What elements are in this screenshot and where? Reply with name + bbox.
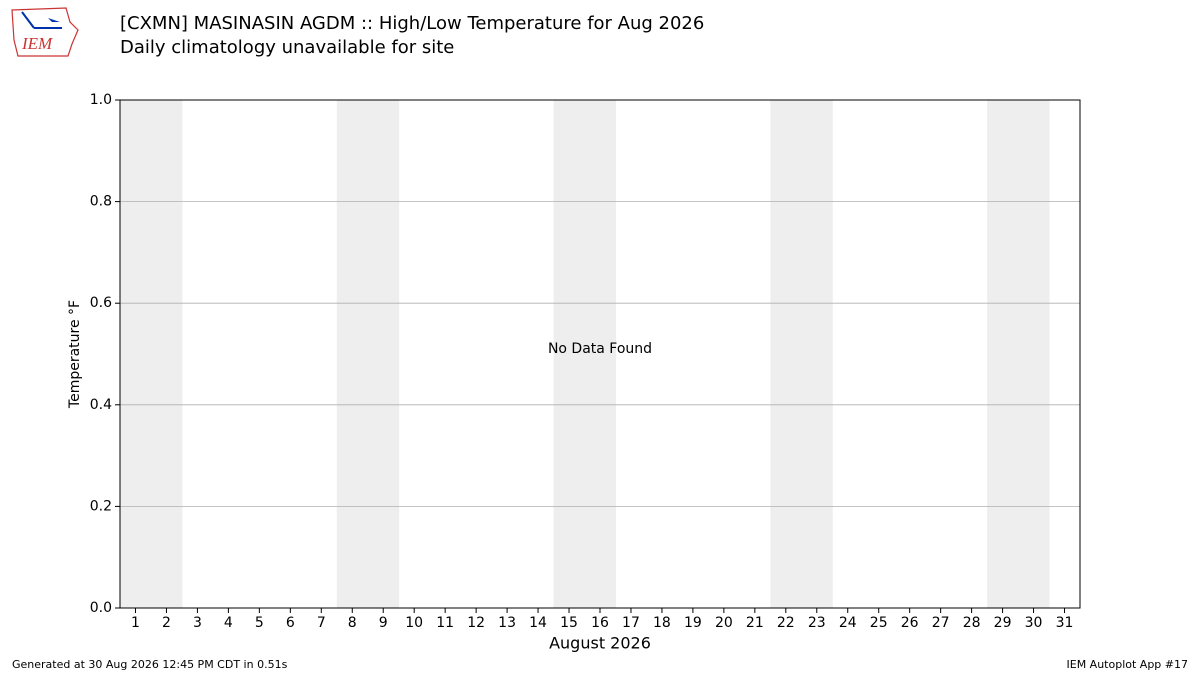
y-tick-label: 0.4 xyxy=(90,397,112,413)
y-tick-label: 0.0 xyxy=(90,600,112,616)
x-tick-label: 16 xyxy=(591,615,609,631)
x-tick-label: 21 xyxy=(746,615,764,631)
x-tick-label: 29 xyxy=(994,615,1012,631)
footer-left: Generated at 30 Aug 2026 12:45 PM CDT in… xyxy=(12,658,288,671)
x-tick-label: 25 xyxy=(870,615,888,631)
x-tick-label: 30 xyxy=(1025,615,1043,631)
x-tick-label: 12 xyxy=(467,615,485,631)
y-tick-label: 0.2 xyxy=(90,498,112,514)
logo-icon xyxy=(48,18,60,22)
weekend-band xyxy=(584,100,616,608)
x-tick-label: 10 xyxy=(405,615,423,631)
weekend-band xyxy=(987,100,1019,608)
logo-icon xyxy=(21,11,35,29)
x-tick-label: 5 xyxy=(255,615,264,631)
weekend-band xyxy=(150,100,183,608)
logo: IEM xyxy=(11,7,79,57)
x-tick-label: 20 xyxy=(715,615,733,631)
y-tick-label: 0.8 xyxy=(90,194,112,210)
x-tick-label: 6 xyxy=(286,615,295,631)
y-tick-label: 1.0 xyxy=(90,92,112,108)
x-tick-label: 14 xyxy=(529,615,547,631)
weekend-band xyxy=(801,100,833,608)
x-tick-label: 28 xyxy=(963,615,981,631)
x-tick-label: 7 xyxy=(317,615,326,631)
x-tick-label: 13 xyxy=(498,615,516,631)
x-tick-label: 27 xyxy=(932,615,950,631)
y-tick-label: 0.6 xyxy=(90,295,112,311)
x-tick-label: 2 xyxy=(162,615,171,631)
plot-frame xyxy=(119,99,1081,609)
x-axis-label: August 2026 xyxy=(549,634,651,653)
logo-text: IEM xyxy=(21,34,53,53)
x-tick-label: 22 xyxy=(777,615,795,631)
y-axis-label: Temperature °F xyxy=(67,300,83,409)
weekend-band xyxy=(770,100,802,608)
weekend-band xyxy=(120,100,152,608)
x-tick-label: 24 xyxy=(839,615,857,631)
x-tick-label: 19 xyxy=(684,615,702,631)
x-tick-label: 18 xyxy=(653,615,671,631)
footer-right: IEM Autoplot App #17 xyxy=(1067,658,1189,671)
x-tick-label: 17 xyxy=(622,615,640,631)
x-tick-label: 8 xyxy=(348,615,357,631)
weekend-band xyxy=(553,100,586,608)
chart-title: [CXMN] MASINASIN AGDM :: High/Low Temper… xyxy=(120,13,704,34)
x-tick-label: 11 xyxy=(436,615,454,631)
x-tick-label: 23 xyxy=(808,615,826,631)
weekend-band xyxy=(367,100,400,608)
x-tick-label: 4 xyxy=(224,615,233,631)
x-tick-label: 15 xyxy=(560,615,578,631)
x-tick-label: 31 xyxy=(1056,615,1074,631)
x-tick-label: 3 xyxy=(193,615,202,631)
weekend-band xyxy=(336,100,369,608)
chart-subtitle: Daily climatology unavailable for site xyxy=(120,37,454,58)
weekend-band xyxy=(1018,100,1050,608)
x-tick-label: 26 xyxy=(901,615,919,631)
x-tick-label: 9 xyxy=(379,615,388,631)
x-tick-label: 1 xyxy=(131,615,140,631)
annotation: No Data Found xyxy=(548,341,652,357)
logo-outline xyxy=(11,7,79,57)
